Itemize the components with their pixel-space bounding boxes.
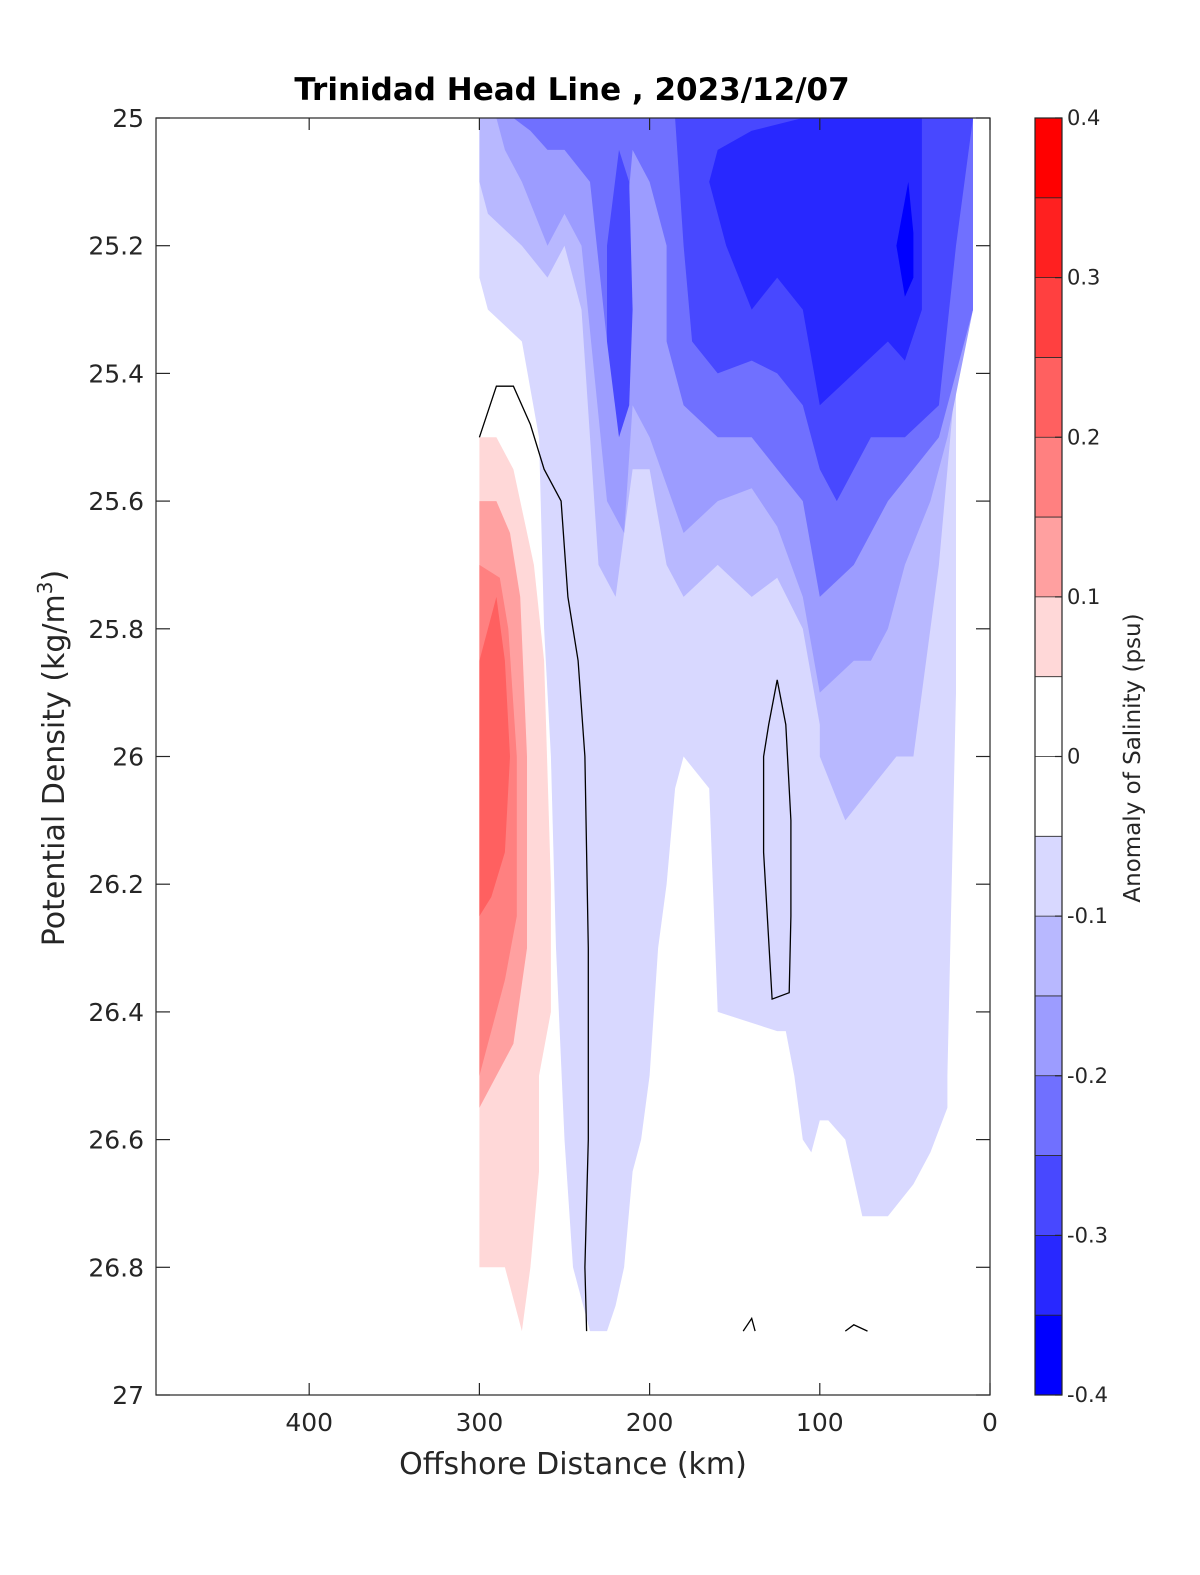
zero-contour-line-3 (844, 1324, 868, 1332)
x-tick-label: 0 (982, 1408, 998, 1437)
contour-regions (479, 118, 973, 1332)
y-tick-label: 26.8 (88, 1253, 144, 1282)
y-axis-label-close: ) (37, 570, 72, 582)
colorbar-level-11 (1035, 995, 1062, 1076)
y-axis-ticks: 25 25.2 25.4 25.6 25.8 26 26.2 26.4 26.6 26.8 27 (88, 104, 990, 1410)
colorbar-level-5 (1035, 517, 1062, 597)
contour-region-7 (896, 181, 914, 297)
colorbar-level-9 (1035, 836, 1062, 917)
colorbar-ticks: 0.4 0.3 0.2 0.1 0 -0.1 -0.2 -0.3 -0.4 (1055, 106, 1108, 1407)
x-axis-label: Offshore Distance (km) (399, 1447, 747, 1482)
colorbar-tick-label: -0.2 (1067, 1064, 1108, 1088)
colorbar: 0.4 0.3 0.2 0.1 0 -0.1 -0.2 -0.3 -0.4 Anomaly of… (1034, 106, 1146, 1407)
y-tick-label: 26 (112, 743, 144, 772)
x-tick-label: 300 (456, 1408, 504, 1437)
colorbar-tick-label: 0.4 (1067, 106, 1100, 130)
y-tick-label: 25.8 (88, 615, 144, 644)
colorbar-tick-label: 0.3 (1067, 266, 1100, 290)
y-tick-label: 25.2 (88, 232, 144, 261)
colorbar-level-13 (1035, 1155, 1062, 1236)
zero-contour-line-2 (742, 1316, 756, 1332)
colorbar-tick-label: -0.4 (1067, 1383, 1108, 1407)
colorbar-level-4 (1035, 437, 1062, 518)
colorbar-level-7 (1035, 676, 1062, 757)
colorbar-label: Anomaly of Salinity (psu) (1120, 613, 1146, 902)
x-tick-label: 100 (796, 1408, 844, 1437)
y-tick-label: 25 (112, 104, 144, 133)
x-tick-label: 400 (285, 1408, 333, 1437)
colorbar-level-8 (1035, 756, 1062, 837)
colorbar-tick-label: -0.3 (1067, 1223, 1108, 1247)
colorbar-level-6 (1035, 596, 1062, 677)
y-axis-label-main: Potential Density (kg/m (37, 594, 72, 946)
contour-region-6 (607, 149, 633, 438)
chart-title: Trinidad Head Line , 2023/12/07 (294, 72, 849, 108)
contour-region-5 (709, 118, 922, 406)
colorbar-tick-label: 0 (1067, 745, 1080, 769)
zero-contour-lines (478, 385, 868, 1332)
y-tick-label: 26.4 (88, 998, 144, 1027)
colorbar-levels (1035, 117, 1062, 1395)
colorbar-level-3 (1035, 357, 1062, 438)
colorbar-level-12 (1035, 1075, 1062, 1156)
y-axis-label-superscript: 3 (33, 581, 57, 594)
x-tick-label: 200 (626, 1408, 674, 1437)
y-tick-label: 26.2 (88, 870, 144, 899)
y-tick-label: 26.6 (88, 1126, 144, 1155)
y-tick-label: 25.4 (88, 359, 144, 388)
zero-contour-line-0 (478, 385, 589, 1332)
y-tick-label: 27 (112, 1381, 144, 1410)
y-axis-label: Potential Density (kg/m3) (33, 570, 72, 946)
colorbar-level-10 (1035, 916, 1062, 996)
contour-region-11 (479, 596, 510, 917)
colorbar-tick-label: 0.1 (1067, 585, 1100, 609)
plot-area: 400 300 200 100 0 25 25.2 25.4 25.6 25.8 26 26.2 26… (88, 104, 998, 1437)
colorbar-level-2 (1035, 277, 1062, 358)
colorbar-level-14 (1035, 1235, 1062, 1316)
zero-contour-line-1 (762, 679, 792, 1001)
y-tick-label: 25.6 (88, 487, 144, 516)
colorbar-tick-label: 0.2 (1067, 425, 1100, 449)
colorbar-level-0 (1035, 118, 1062, 198)
colorbar-level-15 (1035, 1315, 1062, 1395)
x-axis-ticks: 400 300 200 100 0 (285, 118, 998, 1437)
colorbar-level-1 (1035, 197, 1062, 278)
colorbar-tick-label: -0.1 (1067, 904, 1108, 928)
